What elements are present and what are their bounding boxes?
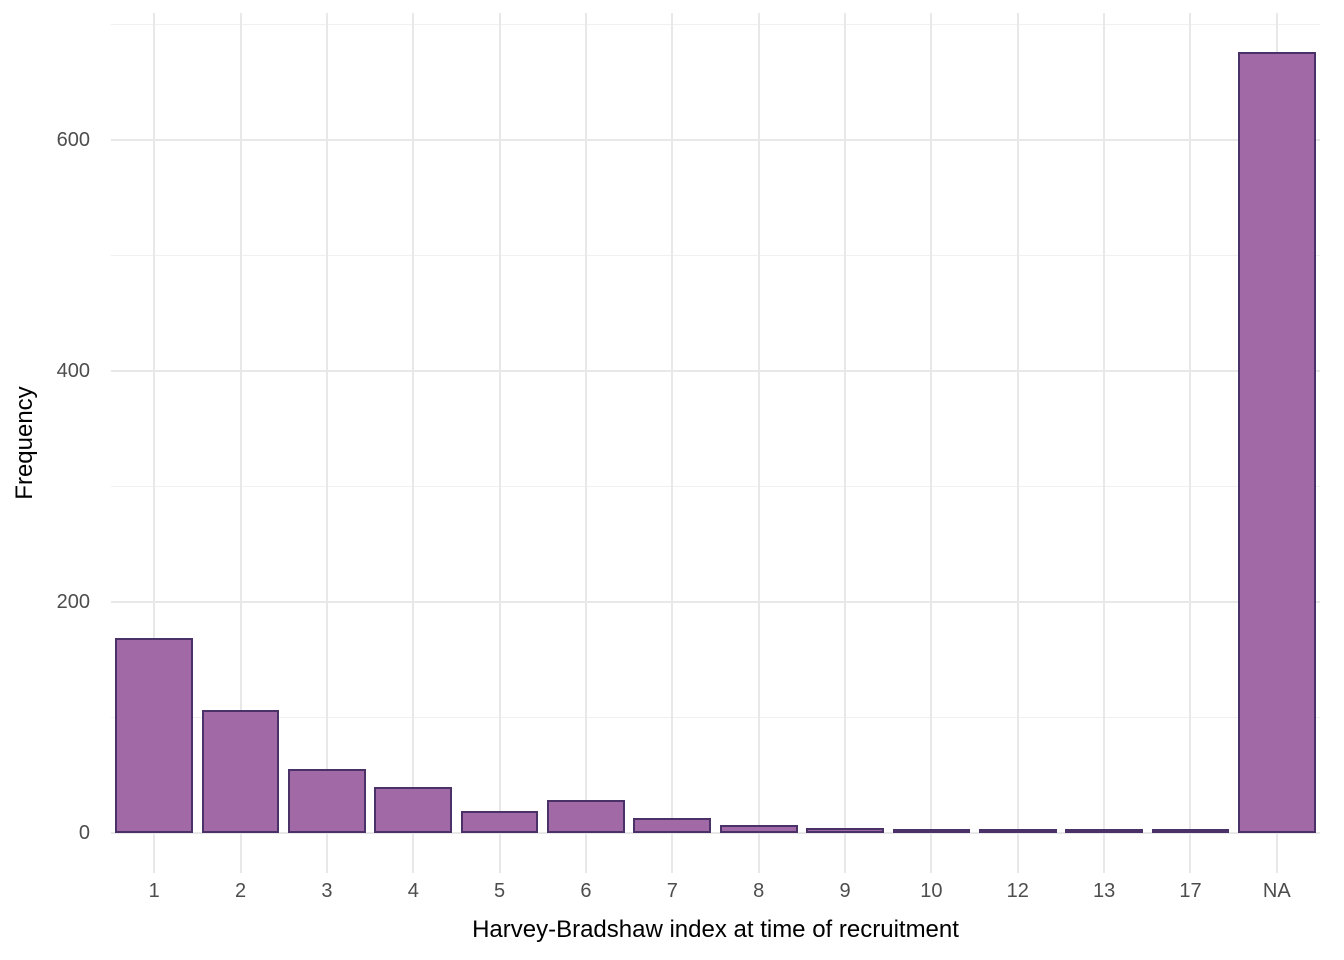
x-tick-label-9: 9 [839,880,851,902]
bar-12 [978,828,1057,834]
gridline-major-y0 [111,832,1320,835]
gridline-minor-y300 [111,486,1320,488]
bar-6 [547,799,625,834]
x-tick-label-7: 7 [666,880,678,902]
x-axis-title: Harvey-Bradshaw index at time of recruit… [472,916,959,943]
gridline-minor-y100 [111,717,1320,719]
gridline-x-10 [930,13,933,873]
gridline-minor-y700 [111,23,1320,25]
bar-NA [1237,52,1316,834]
x-tick-label-12: 12 [1006,880,1029,902]
gridline-x-6 [584,13,587,873]
x-tick-label-3: 3 [321,880,333,902]
y-tick-label-200: 200 [56,591,90,614]
x-tick-label-2: 2 [234,880,247,902]
gridline-x-8 [757,13,760,873]
bar-3 [288,768,366,834]
gridline-x-7 [671,13,674,873]
x-tick-label-17: 17 [1179,880,1202,902]
bar-5 [460,811,539,834]
gridline-x-2 [239,13,242,873]
bar-13 [1065,828,1143,834]
gridline-x-5 [498,13,501,873]
x-tick-label-NA: NA [1262,880,1291,902]
bar-1 [115,638,194,834]
gridline-x-9 [844,13,847,873]
gridline-x-12 [1016,13,1019,873]
gridline-major-y200 [111,601,1320,604]
x-tick-label-10: 10 [920,880,943,902]
y-tick-label-600: 600 [56,128,90,151]
gridline-major-y400 [111,370,1320,373]
y-tick-label-400: 400 [56,360,90,383]
bar-8 [719,825,798,834]
bar-2 [201,709,280,834]
gridline-x-17 [1189,13,1192,873]
bar-4 [374,787,453,834]
bar-17 [1151,828,1230,834]
gridline-x-13 [1103,13,1106,873]
bar-10 [892,828,971,834]
x-tick-label-1: 1 [148,880,160,902]
gridline-minor-y500 [111,255,1320,256]
x-tick-label-4: 4 [407,880,419,902]
gridline-x-3 [325,13,328,873]
gridline-major-y600 [111,138,1320,141]
x-tick-label-6: 6 [580,880,592,902]
x-tick-label-13: 13 [1092,880,1116,902]
x-tick-label-8: 8 [753,880,765,902]
y-tick-label-0: 0 [78,822,90,845]
x-tick-label-5: 5 [494,880,506,902]
y-axis-title: Frequency [11,386,38,500]
bar-9 [806,827,884,834]
gridline-x-1 [153,13,156,873]
bar-7 [633,818,712,834]
gridline-x-4 [412,13,415,873]
plot-panel [111,13,1320,873]
